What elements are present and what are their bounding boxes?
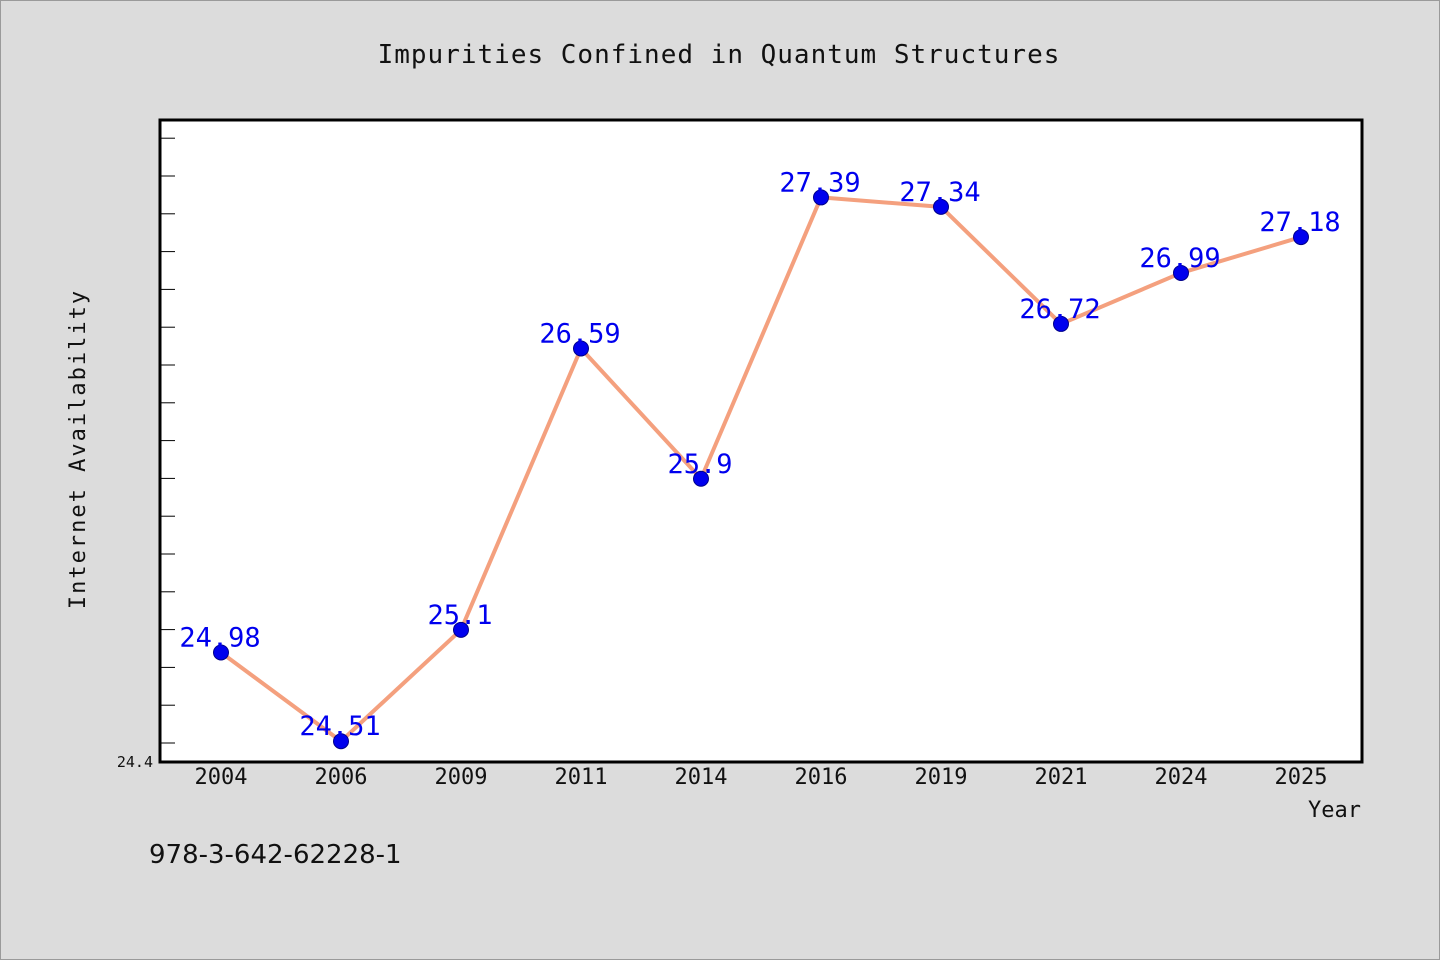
data-label: 26.59 <box>539 318 620 349</box>
x-tick-label: 2011 <box>555 765 608 790</box>
x-tick-label: 2019 <box>915 765 968 790</box>
y-tick-label: 24.4 <box>117 753 153 771</box>
x-tick-label: 2024 <box>1155 765 1208 790</box>
x-axis-ticks: 2004 2006 2009 2011 2014 2016 2019 2021 2024 2025 <box>195 765 1328 790</box>
data-point-marker <box>813 189 829 206</box>
data-point-marker <box>213 644 229 661</box>
y-axis-title: Internet Availability <box>66 289 91 609</box>
data-point-marker <box>1293 229 1309 246</box>
y-axis-ticks <box>160 137 175 744</box>
data-label: 24.51 <box>299 711 380 742</box>
x-axis-title: Year <box>1308 798 1361 823</box>
data-label: 27.39 <box>779 167 860 198</box>
data-point-marker <box>933 198 949 215</box>
data-point-marker <box>1173 264 1189 281</box>
data-point-marker <box>333 733 349 750</box>
x-tick-label: 2006 <box>315 765 368 790</box>
data-label: 27.34 <box>899 177 980 208</box>
data-label: 24.98 <box>179 622 260 653</box>
x-tick-label: 2025 <box>1275 765 1328 790</box>
data-label: 26.72 <box>1019 294 1100 325</box>
data-point-marker <box>453 621 469 638</box>
data-point-marker <box>1053 315 1069 332</box>
data-label: 25.1 <box>427 600 492 631</box>
x-tick-label: 2014 <box>675 765 728 790</box>
x-tick-label: 2016 <box>795 765 848 790</box>
x-tick-label: 2004 <box>195 765 248 790</box>
plot-area <box>158 118 1364 764</box>
chart-title: Impurities Confined in Quantum Structure… <box>378 40 1061 70</box>
series-line <box>219 195 1303 744</box>
data-point-marker <box>693 470 709 487</box>
data-label: 25.9 <box>667 449 732 480</box>
series-layer: 24.98 24.51 25.1 26.59 25.9 27.39 27.34 26.72 26… <box>179 167 1341 750</box>
data-point-marker <box>573 340 589 357</box>
x-tick-label: 2021 <box>1035 765 1088 790</box>
data-label: 27.18 <box>1259 207 1340 238</box>
x-tick-label: 2009 <box>435 765 488 790</box>
data-label: 26.99 <box>1139 243 1220 274</box>
footer-code: 978-3-642-62228-1 <box>149 840 402 870</box>
